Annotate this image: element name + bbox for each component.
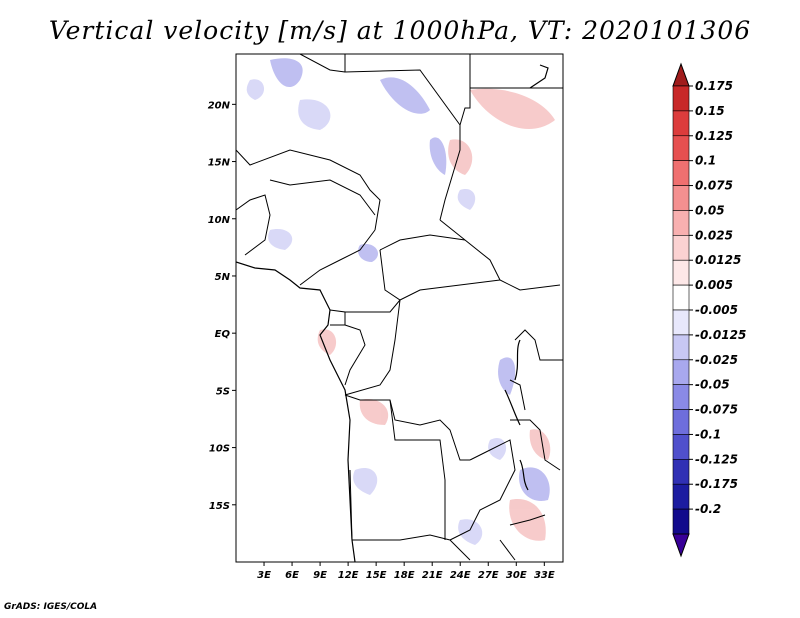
colorbar-label: 0.15 (695, 104, 725, 118)
coastline (236, 64, 549, 562)
lat-label: 20N (208, 100, 231, 111)
colorbar-swatch (672, 309, 690, 336)
colorbar-label: -0.1 (695, 427, 721, 441)
lon-label: 21E (422, 570, 443, 581)
colorbar-label: -0.05 (695, 378, 730, 392)
colorbar-swatch (672, 85, 690, 112)
colorbar-swatch (672, 210, 690, 236)
colorbar-swatch (672, 508, 690, 535)
colorbar-swatch (672, 434, 690, 460)
colorbar-swatch (672, 185, 690, 211)
lat-label: 10S (209, 444, 230, 455)
map-frame (235, 53, 564, 563)
colorbar-swatch (672, 334, 690, 361)
lon-label: 9E (313, 570, 327, 581)
colorbar-swatch (672, 259, 690, 286)
colorbar-swatch (672, 110, 690, 137)
colorbar-top-triangle (672, 62, 690, 87)
colorbar-swatch (672, 384, 690, 410)
lon-label: 24E (450, 570, 471, 581)
colorbar: 0.175 0.15 0.125 0.1 0.075 0.05 0.025 0.0125 0.0… (672, 62, 746, 558)
colorbar-label: 0.005 (695, 278, 733, 292)
velocity-field (236, 54, 563, 562)
lon-label: 15E (366, 570, 387, 581)
colorbar-label: 0.125 (695, 129, 733, 143)
colorbar-swatch (672, 459, 690, 485)
lat-label: 5N (215, 272, 231, 283)
lon-label: 12E (338, 570, 359, 581)
colorbar-label: 0.175 (695, 79, 733, 93)
colorbar-swatch (672, 235, 690, 261)
colorbar-label: 0.025 (695, 228, 733, 242)
colorbar-swatch (672, 284, 690, 311)
lon-label: 27E (478, 570, 499, 581)
colorbar-label: -0.025 (695, 353, 738, 367)
lat-label: 15N (208, 158, 231, 169)
colorbar-label: 0.0125 (695, 253, 741, 267)
colorbar-swatch (672, 160, 690, 186)
colorbar-swatch (672, 359, 690, 385)
latitude-axis: 20N 15N 10N 5N EQ 5S 10S 15S (208, 100, 236, 512)
colorbar-swatch (672, 483, 690, 510)
colorbar-swatch (672, 409, 690, 435)
colorbar-label: -0.125 (695, 452, 738, 466)
lat-label: 10N (208, 215, 231, 226)
colorbar-label: -0.2 (695, 502, 721, 516)
lat-label: 5S (216, 386, 230, 397)
lon-label: 33E (534, 570, 555, 581)
lon-label: 6E (285, 570, 299, 581)
lat-label: EQ (215, 329, 231, 340)
colorbar-label: 0.1 (695, 154, 716, 168)
country-borders (236, 54, 563, 561)
colorbar-label: -0.0125 (695, 328, 746, 342)
longitude-axis: 3E 6E 9E 12E 15E 18E 21E 24E 27E 30E 33E (257, 562, 555, 581)
lon-label: 18E (394, 570, 415, 581)
plot-title: Vertical velocity [m/s] at 1000hPa, VT: … (48, 16, 752, 45)
lat-label: 15S (209, 501, 230, 512)
colorbar-label: -0.175 (695, 477, 738, 491)
lon-label: 3E (257, 570, 271, 581)
colorbar-label: 0.075 (695, 179, 733, 193)
lon-label: 30E (506, 570, 527, 581)
colorbar-bottom-triangle (672, 533, 690, 558)
colorbar-label: -0.075 (695, 403, 738, 417)
colorbar-label: -0.005 (695, 303, 738, 317)
grads-credit: GrADS: IGES/COLA (4, 602, 98, 612)
colorbar-swatch (672, 135, 690, 161)
colorbar-label: 0.05 (695, 203, 725, 217)
